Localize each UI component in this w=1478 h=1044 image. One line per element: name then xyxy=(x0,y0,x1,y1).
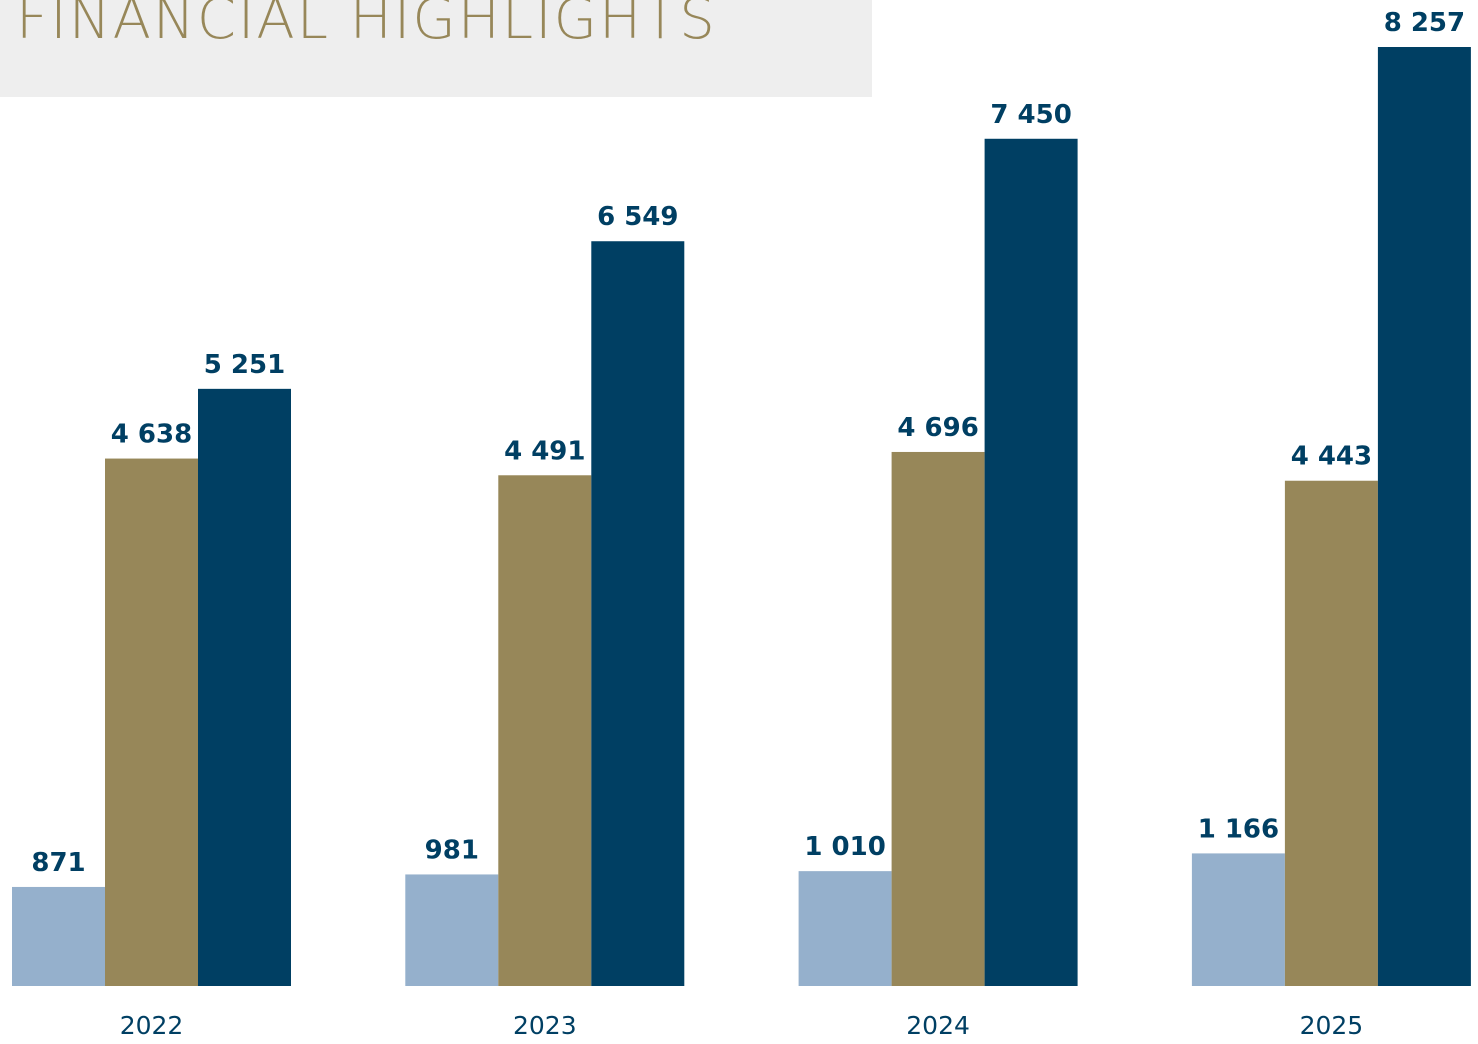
bar xyxy=(105,458,198,986)
bar xyxy=(1377,47,1471,986)
x-tick-label: 2025 xyxy=(1300,1011,1364,1040)
value-label: 4 443 xyxy=(1291,442,1372,472)
x-tick-label: 2023 xyxy=(513,1011,577,1040)
bar xyxy=(1191,853,1285,986)
value-label: 1 166 xyxy=(1198,814,1279,844)
value-label: 1 010 xyxy=(804,832,885,862)
value-label: 871 xyxy=(31,848,85,878)
bar xyxy=(405,874,499,986)
bar xyxy=(591,241,685,987)
bar xyxy=(984,138,1078,986)
value-label: 4 638 xyxy=(111,420,192,450)
value-label: 8 257 xyxy=(1384,8,1465,38)
x-tick-label: 2024 xyxy=(906,1011,970,1040)
bar xyxy=(498,475,592,986)
chart-title: FINANCIAL HIGHLIGHTS xyxy=(16,0,717,52)
value-label: 4 696 xyxy=(897,413,978,443)
value-label: 4 491 xyxy=(504,436,585,466)
value-label: 6 549 xyxy=(597,202,678,232)
bar xyxy=(1284,480,1378,986)
value-label: 7 450 xyxy=(990,100,1071,130)
bar xyxy=(12,886,105,986)
bar xyxy=(798,871,892,986)
bar xyxy=(198,388,291,986)
bar xyxy=(891,451,985,986)
title-panel xyxy=(0,0,872,97)
value-label: 5 251 xyxy=(204,350,285,380)
x-tick-label: 2022 xyxy=(120,1011,184,1040)
value-label: 981 xyxy=(425,835,479,865)
